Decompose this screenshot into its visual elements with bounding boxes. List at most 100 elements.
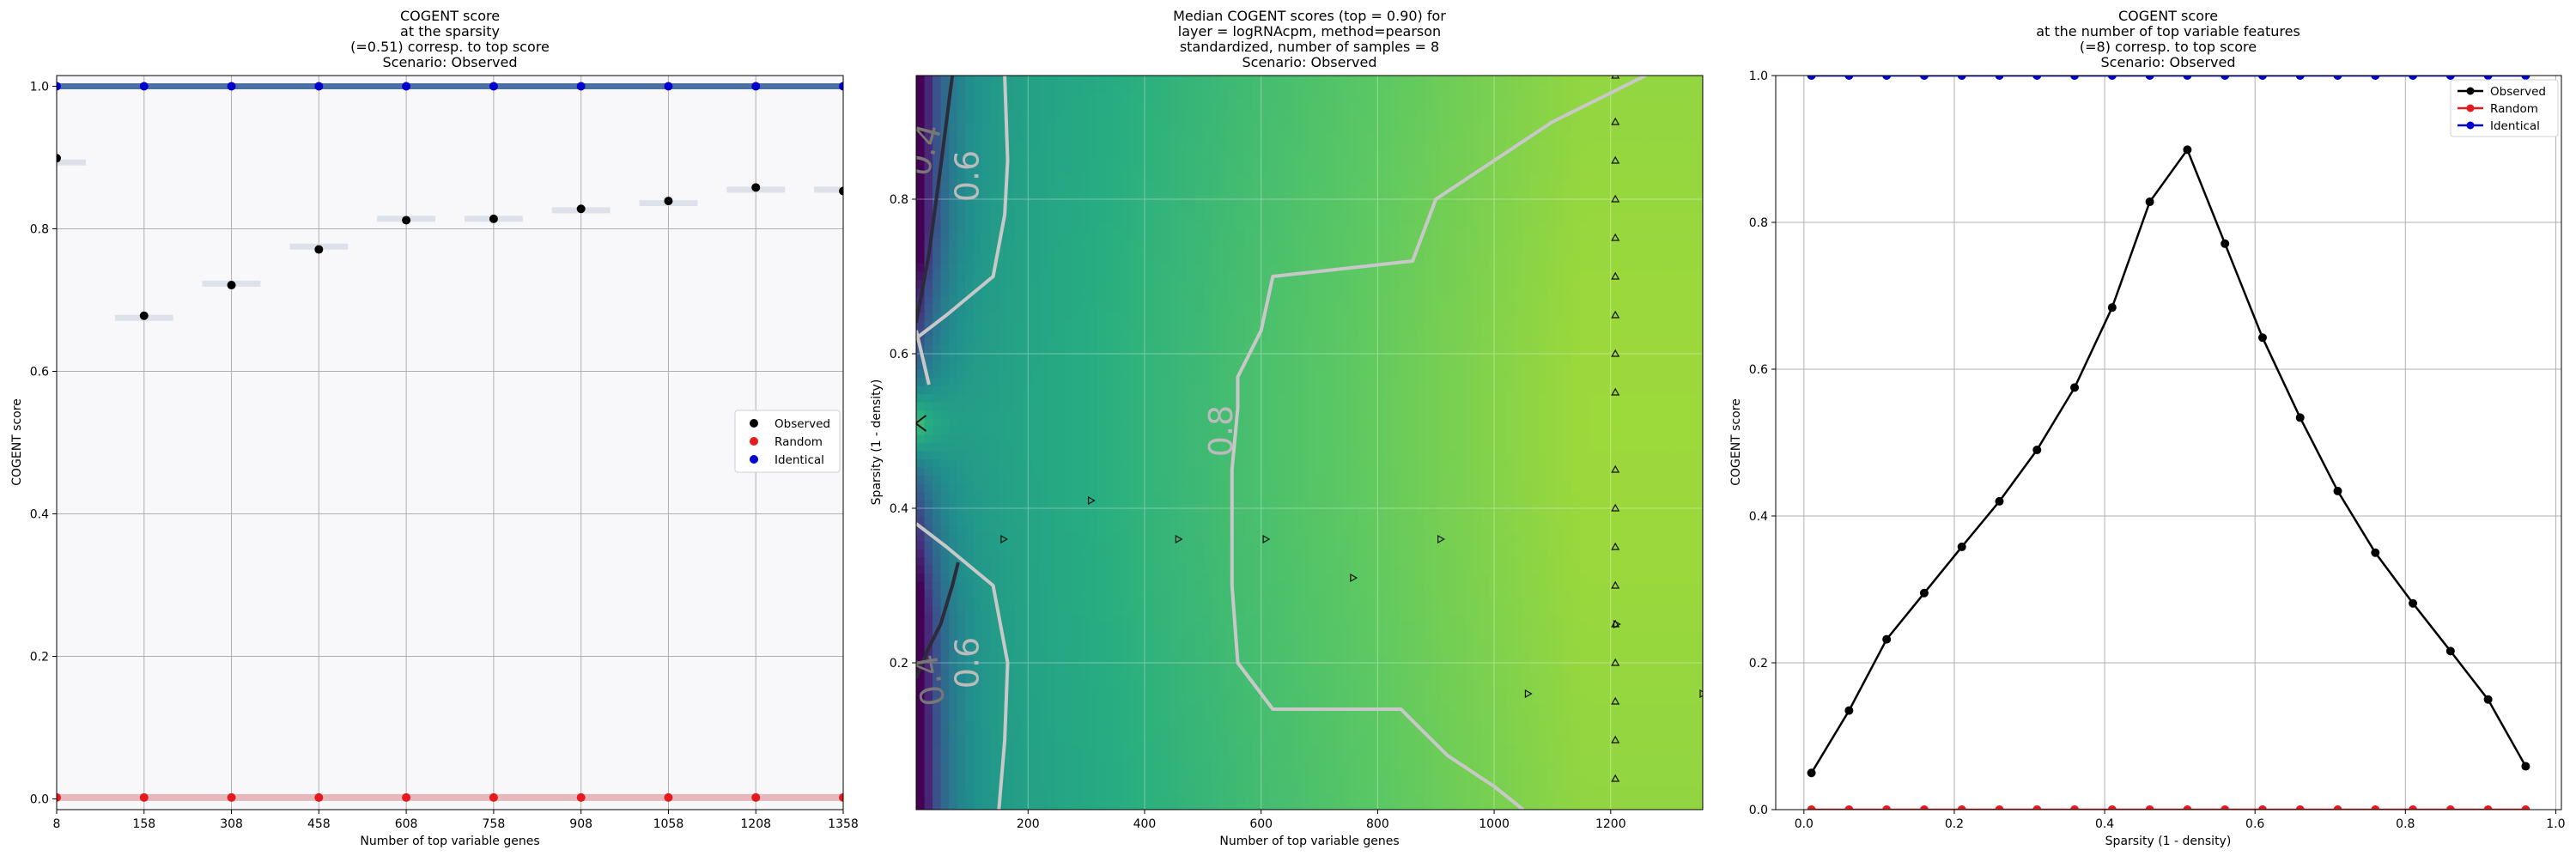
heatmap-cell <box>981 483 990 492</box>
heatmap-cell <box>1334 598 1343 606</box>
heatmap-cell <box>925 769 933 778</box>
heatmap-cell <box>1154 418 1163 427</box>
heatmap-cell <box>941 427 950 435</box>
heatmap-cell <box>1064 133 1072 142</box>
heatmap-cell <box>1104 329 1113 337</box>
heatmap-cell <box>1113 786 1121 794</box>
heatmap-cell <box>1080 581 1089 590</box>
heatmap-cell <box>1187 737 1195 745</box>
heatmap-cell <box>941 247 950 256</box>
heatmap-cell <box>1031 255 1040 264</box>
heatmap-cell <box>1277 239 1285 247</box>
heatmap-cell <box>1145 434 1154 443</box>
heatmap-cell <box>949 525 957 533</box>
heatmap-cell <box>916 434 925 443</box>
heatmap-cell <box>1113 483 1121 492</box>
heatmap-cell <box>990 688 999 696</box>
heatmap-cell <box>1145 541 1154 549</box>
heatmap-cell <box>1129 100 1138 109</box>
heatmap-cell <box>1309 117 1318 125</box>
heatmap-cell <box>1236 688 1244 696</box>
heatmap-cell <box>1261 206 1269 215</box>
heatmap-cell <box>1203 598 1212 606</box>
heatmap-cell <box>1088 313 1097 321</box>
heatmap-cell <box>1244 516 1253 525</box>
heatmap-cell <box>1178 329 1187 337</box>
heatmap-cell <box>1309 182 1318 191</box>
heatmap-cell <box>1334 802 1343 810</box>
heatmap-cell <box>916 786 925 794</box>
heatmap-cell <box>981 337 990 345</box>
heatmap-cell <box>1113 557 1121 566</box>
heatmap-cell <box>1015 410 1024 419</box>
heatmap-cell <box>1187 108 1195 117</box>
heatmap-cell <box>1113 508 1121 517</box>
heatmap-cell <box>1301 777 1309 786</box>
heatmap-cell <box>1261 492 1269 501</box>
heatmap-cell <box>1162 483 1170 492</box>
heatmap-cell <box>1039 166 1048 174</box>
heatmap-cell <box>1064 655 1072 664</box>
heatmap-cell <box>1023 549 1031 557</box>
heatmap-cell <box>1055 483 1064 492</box>
heatmap-cell <box>1285 385 1293 394</box>
heatmap-cell <box>1162 117 1170 125</box>
heatmap-cell <box>1031 133 1040 142</box>
heatmap-cell <box>949 410 957 419</box>
heatmap-cell <box>1104 443 1113 452</box>
heatmap-cell <box>1301 157 1309 166</box>
heatmap-cell <box>1309 124 1318 133</box>
heatmap-cell <box>957 418 966 427</box>
heatmap-cell <box>925 598 933 606</box>
heatmap-cell <box>1228 215 1236 223</box>
heatmap-cell <box>1006 76 1015 84</box>
heatmap-cell <box>925 92 933 100</box>
heatmap-cell <box>974 549 982 557</box>
heatmap-cell <box>1031 614 1040 622</box>
heatmap-cell <box>1187 476 1195 484</box>
heatmap-cell <box>1318 630 1327 639</box>
heatmap-cell <box>1031 663 1040 671</box>
heatmap-cell <box>1261 443 1269 452</box>
heatmap-cell <box>1293 255 1302 264</box>
heatmap-cell <box>1268 492 1277 501</box>
heatmap-cell <box>1194 492 1203 501</box>
heatmap-cell <box>941 361 950 370</box>
heatmap-cell <box>1203 500 1212 508</box>
random-point <box>751 793 760 802</box>
heatmap-cell <box>1187 769 1195 778</box>
heatmap-cell <box>1318 190 1327 198</box>
heatmap-cell <box>1121 598 1130 606</box>
heatmap-cell <box>1178 728 1187 737</box>
heatmap-cell <box>1023 296 1031 305</box>
heatmap-cell <box>1039 133 1048 142</box>
heatmap-cell <box>1154 166 1163 174</box>
heatmap-cell <box>1326 296 1334 305</box>
heatmap-cell <box>1097 133 1105 142</box>
heatmap-cell <box>941 532 950 541</box>
heatmap-cell <box>998 320 1006 329</box>
heatmap-cell <box>1162 761 1170 769</box>
heatmap-cell <box>941 492 950 501</box>
heatmap-cell <box>1187 549 1195 557</box>
heatmap-cell <box>1194 646 1203 655</box>
heatmap-cell <box>1170 133 1179 142</box>
heatmap-cell <box>1088 720 1097 729</box>
heatmap-cell <box>1293 744 1302 753</box>
heatmap-cell <box>1277 141 1285 149</box>
heatmap-cell <box>1277 508 1285 517</box>
heatmap-cell <box>1023 630 1031 639</box>
heatmap-cell <box>941 288 950 296</box>
heatmap-cell <box>1318 622 1327 631</box>
heatmap-cell <box>990 222 999 231</box>
heatmap-cell <box>1285 117 1293 125</box>
heatmap-cell <box>1104 378 1113 386</box>
heatmap-cell <box>981 590 990 598</box>
heatmap-cell <box>1309 737 1318 745</box>
heatmap-cell <box>1334 508 1343 517</box>
heatmap-cell <box>1072 108 1080 117</box>
heatmap-cell <box>974 467 982 476</box>
heatmap-cell <box>1129 133 1138 142</box>
heatmap-cell <box>965 76 974 84</box>
heatmap-cell <box>1113 777 1121 786</box>
